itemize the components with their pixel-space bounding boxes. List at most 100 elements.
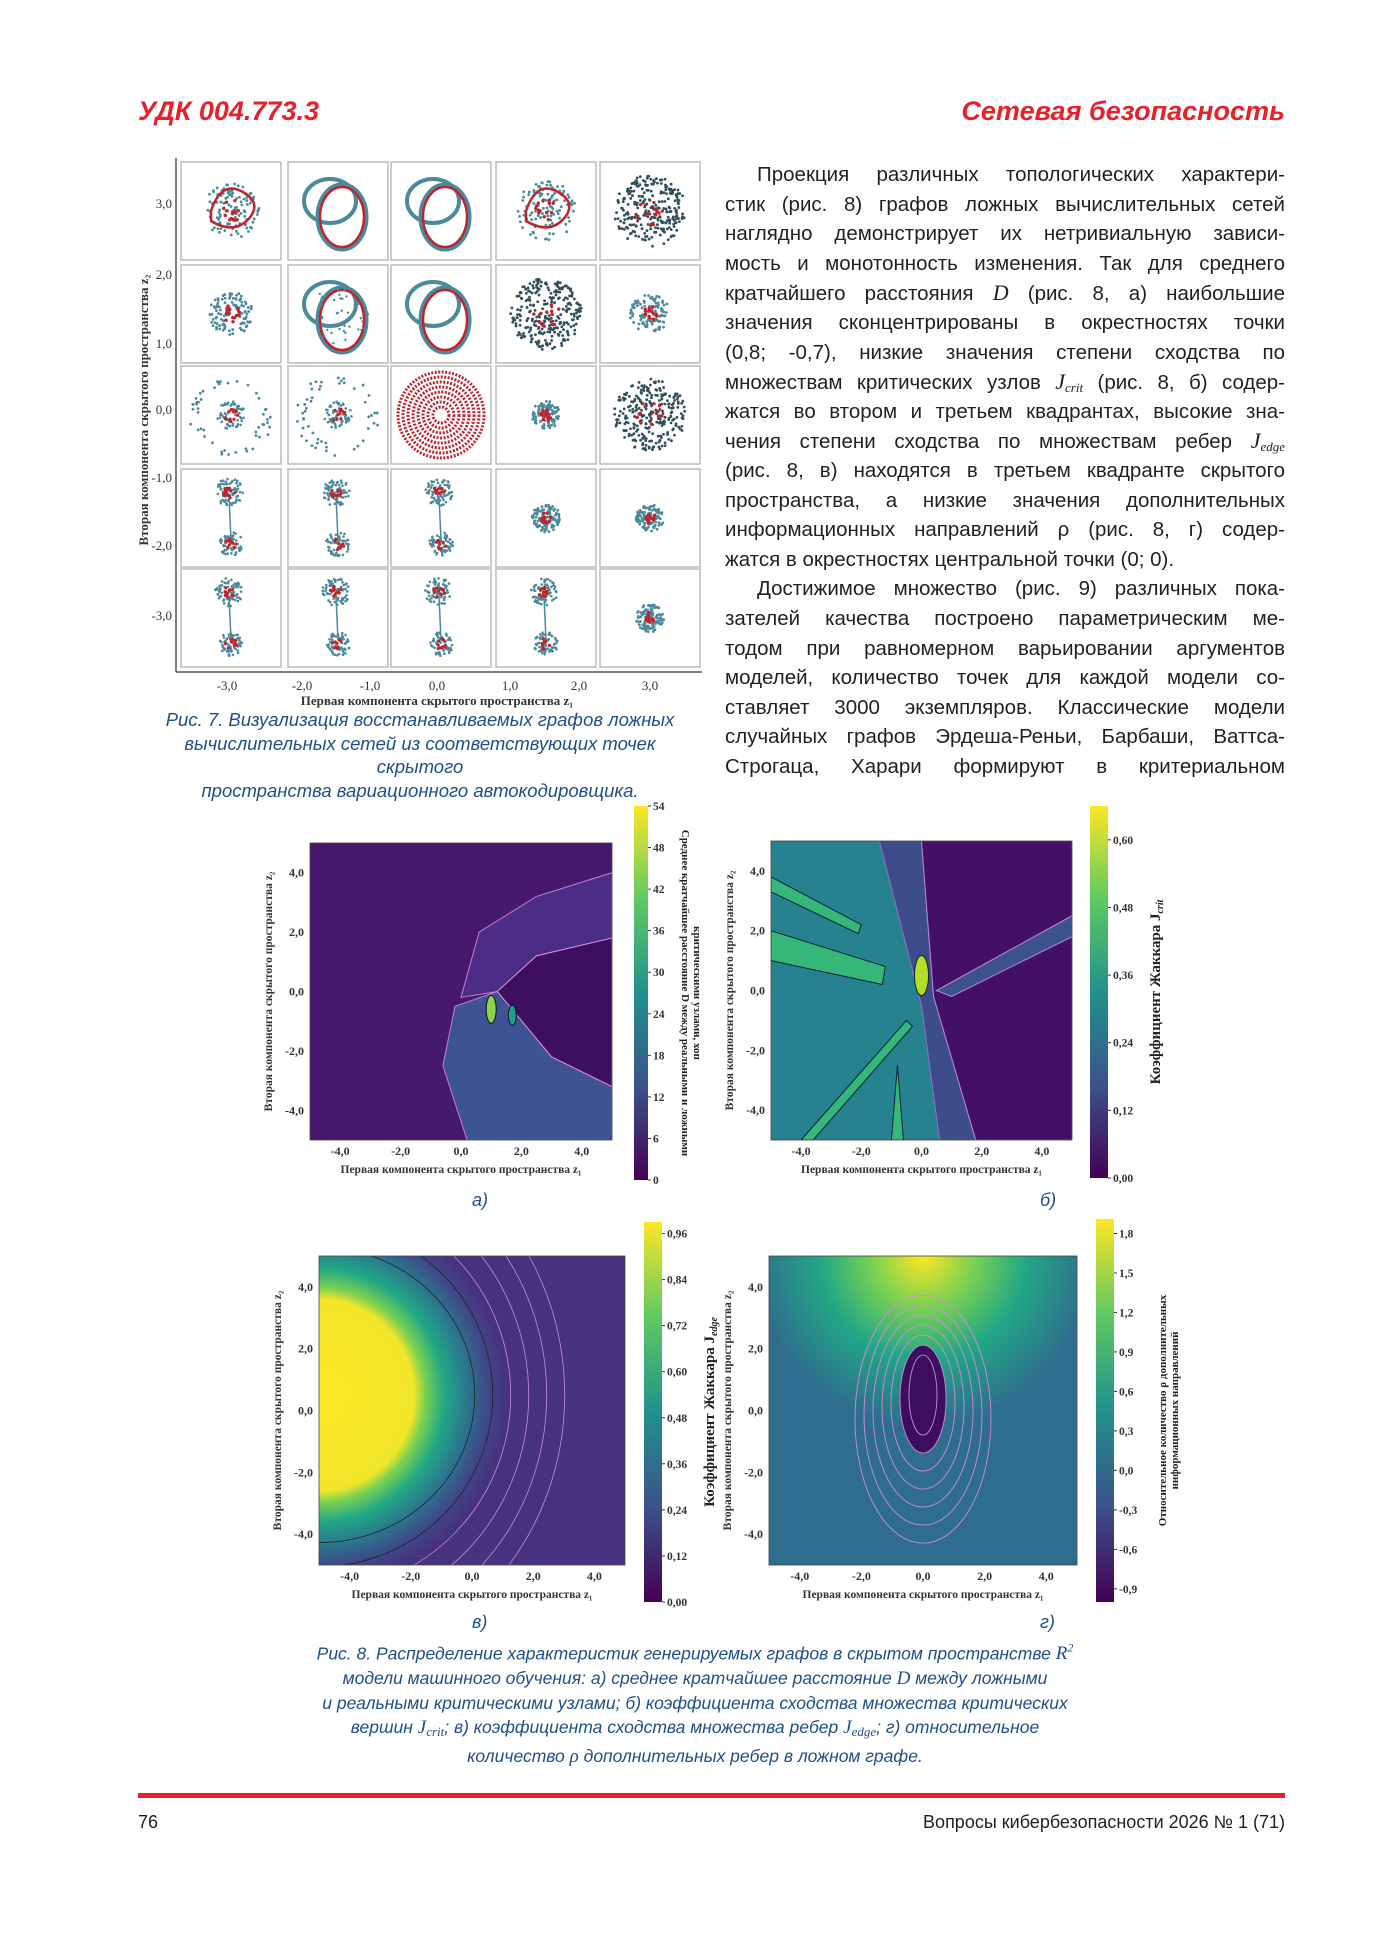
graph-node xyxy=(620,227,624,230)
graph-node xyxy=(443,602,447,605)
graph-node xyxy=(443,483,447,487)
graph-node xyxy=(429,501,433,505)
graph-node xyxy=(550,300,553,304)
graph-node xyxy=(448,541,452,545)
graph-node xyxy=(554,326,558,330)
graph-node xyxy=(650,393,654,397)
graph-node xyxy=(359,317,362,320)
colorbar-tick-label: 0,9 xyxy=(1119,1347,1134,1359)
graph-node xyxy=(653,508,657,512)
graph-node xyxy=(544,223,548,227)
caption-line: вершин Jcrit; в) коэффициента сходства м… xyxy=(270,1715,1120,1744)
graph-node xyxy=(445,588,449,592)
graph-node xyxy=(633,202,637,206)
graph-node xyxy=(631,194,634,197)
graph-node xyxy=(433,498,437,502)
graph-node xyxy=(346,538,350,542)
graph-node xyxy=(660,512,664,516)
graph-node xyxy=(243,210,247,214)
graph-node xyxy=(227,653,231,657)
graph-node xyxy=(545,183,549,187)
graph-node xyxy=(339,404,343,407)
graph-node xyxy=(334,483,338,487)
graph-node xyxy=(533,412,536,416)
colorbar-tick-label: 6 xyxy=(653,1133,659,1145)
graph-node xyxy=(653,180,656,184)
graph-node xyxy=(561,307,565,311)
graph-node xyxy=(537,339,541,343)
graph-node xyxy=(229,637,234,642)
graph-node xyxy=(347,646,351,650)
graph-node xyxy=(232,417,236,421)
graph-node xyxy=(545,511,549,515)
graph-node xyxy=(538,636,541,640)
graph-node xyxy=(647,294,651,298)
text-line: мость и монотонность изменения. Так для … xyxy=(725,249,1285,279)
graph-node xyxy=(432,587,436,591)
graph-node xyxy=(650,305,655,309)
graph-node xyxy=(245,203,249,206)
graph-node xyxy=(510,306,514,310)
graph-node xyxy=(654,622,658,626)
graph-node xyxy=(336,488,340,492)
graph-node xyxy=(658,319,662,323)
graph-node xyxy=(224,577,227,580)
x-tick-label: -1,0 xyxy=(360,678,381,693)
colorbar-label: критическими узлами, хоп xyxy=(691,926,703,1060)
graph-node xyxy=(670,439,673,443)
y-tick-label: -4,0 xyxy=(285,1103,304,1117)
graph-node xyxy=(218,639,222,643)
math-subscript: crit xyxy=(1065,380,1084,396)
graph-node xyxy=(577,303,581,306)
graph-cell xyxy=(287,161,389,261)
graph-node xyxy=(666,197,670,201)
graph-node xyxy=(431,594,434,597)
y-tick-label: 2,0 xyxy=(748,1342,763,1356)
colorbar-tick-label: 0,48 xyxy=(1113,902,1133,914)
graph-node xyxy=(667,405,671,409)
graph-node xyxy=(651,448,654,452)
graph-node xyxy=(538,633,542,636)
graph-node xyxy=(668,191,672,195)
graph-node xyxy=(533,584,536,588)
graph-node xyxy=(216,492,220,496)
graph-node xyxy=(654,616,658,619)
graph-node xyxy=(435,641,438,645)
graph-node xyxy=(439,495,443,498)
graph-node xyxy=(231,597,235,601)
graph-node xyxy=(646,222,650,226)
graph-node xyxy=(447,582,451,585)
graph-node xyxy=(338,537,342,541)
graph-node xyxy=(556,280,560,284)
graph-node xyxy=(333,580,337,584)
graph-node xyxy=(226,493,230,497)
graph-node xyxy=(241,491,244,495)
graph-node xyxy=(347,419,350,423)
graph-node xyxy=(224,426,227,430)
graph-node xyxy=(662,230,666,234)
graph-node xyxy=(647,520,651,524)
graph-node xyxy=(569,303,573,307)
graph-node xyxy=(439,586,443,591)
graph-node xyxy=(572,314,576,318)
graph-node xyxy=(438,486,443,490)
graph-node xyxy=(533,519,537,523)
graph-node xyxy=(641,442,645,445)
graph-node xyxy=(434,491,439,495)
graph-node xyxy=(516,308,520,312)
graph-node xyxy=(330,425,333,429)
graph-cell xyxy=(390,568,492,668)
graph-node xyxy=(649,608,653,611)
graph-node xyxy=(539,284,543,288)
graph-node xyxy=(550,419,554,423)
text-run: Достижимое множество (рис. 9) различных … xyxy=(757,577,1285,601)
graph-node xyxy=(527,193,531,197)
graph-node xyxy=(660,424,664,427)
graph-node xyxy=(575,301,579,305)
figure-7-caption: Рис. 7. Визуализация восстанавливаемых г… xyxy=(140,708,700,802)
graph-node xyxy=(237,214,241,217)
graph-node xyxy=(650,439,654,443)
graph-node xyxy=(438,542,442,546)
text-run: жатся в окрестностях центральной точки (… xyxy=(725,547,1175,571)
math-base: R xyxy=(1055,1643,1068,1665)
